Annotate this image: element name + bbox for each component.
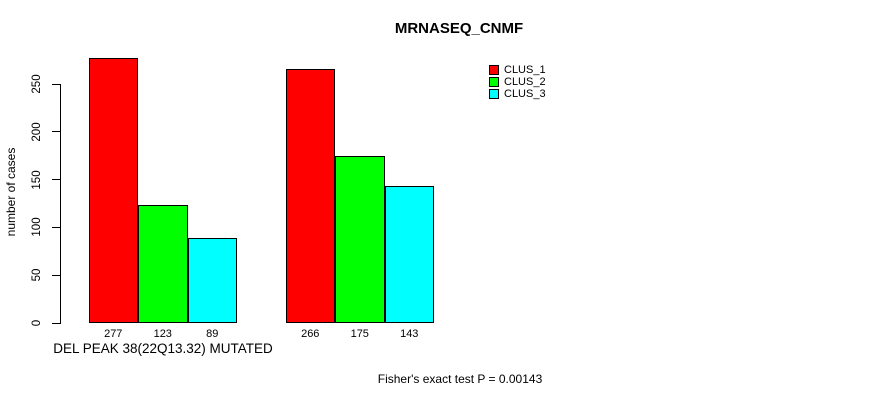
fisher-test-annotation: Fisher's exact test P = 0.00143 (377, 372, 543, 386)
legend-item: CLUS_2 (489, 75, 546, 88)
y-tick-mark (52, 226, 60, 228)
y-tick-label: 200 (31, 122, 43, 142)
bar-tick-label: 277 (104, 328, 123, 340)
y-tick-label: 50 (31, 268, 43, 282)
y-tick-mark (52, 83, 60, 85)
y-tick-mark (52, 274, 60, 276)
chart-title: MRNASEQ_CNMF (394, 20, 524, 37)
bar-tick-label: 175 (350, 328, 369, 340)
legend-swatch-clus_1 (489, 65, 499, 75)
legend-swatch-clus_2 (489, 76, 499, 87)
bar-clus_2-group2 (335, 155, 385, 323)
legend: CLUS_1 CLUS_2 CLUS_3 (489, 65, 546, 100)
bar-clus_1-group2 (285, 68, 335, 323)
x-axis-label: DEL PEAK 38(22Q13.32) MUTATED (53, 341, 273, 356)
legend-item: CLUS_1 (489, 64, 546, 76)
y-tick-label: 250 (31, 74, 43, 94)
y-axis-line (60, 84, 61, 324)
bar-clus_3-group2 (384, 186, 434, 323)
bar-tick-label: 89 (206, 328, 219, 340)
legend-swatch-clus_3 (489, 88, 499, 99)
legend-label: CLUS_1 (504, 64, 546, 76)
bar-clus_2-group1 (138, 205, 188, 323)
y-tick-label: 0 (31, 319, 43, 327)
legend-label: CLUS_3 (504, 87, 546, 100)
bar-tick-label: 123 (153, 328, 172, 340)
legend-label: CLUS_2 (504, 75, 546, 88)
y-tick-label: 100 (31, 217, 43, 237)
bar-clus_3-group1 (187, 237, 237, 323)
y-tick-mark (52, 131, 60, 133)
bar-clus_1-group1 (88, 58, 138, 323)
bar-tick-label: 143 (400, 328, 419, 340)
y-tick-mark (52, 322, 60, 324)
y-tick-mark (52, 179, 60, 181)
bar-tick-label: 266 (301, 328, 320, 340)
y-tick-label: 150 (31, 170, 43, 190)
y-axis-label: number of cases (4, 147, 18, 237)
legend-item: CLUS_3 (489, 87, 546, 100)
